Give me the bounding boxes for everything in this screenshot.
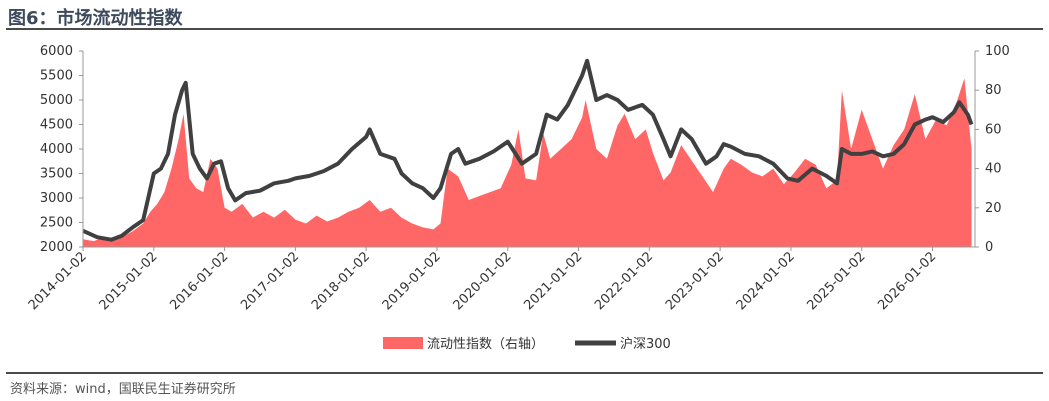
right-tick-label: 60 (985, 122, 1002, 137)
bottom-rule (6, 372, 1043, 374)
csi300-line (82, 58, 974, 242)
right-tick-label: 100 (985, 44, 1010, 59)
x-tick-label: 2018-01-02 (309, 249, 373, 313)
x-tick-label: 2022-01-02 (592, 249, 656, 313)
x-tick-label: 2025-01-02 (805, 249, 869, 313)
x-tick-label: 2020-01-02 (451, 249, 515, 313)
left-tick-label: 5000 (40, 93, 73, 108)
legend-label-liquidity: 流动性指数（右轴） (427, 337, 544, 352)
liquidity-area (83, 78, 972, 248)
x-tick-label: 2023-01-02 (663, 249, 727, 313)
left-tick-label: 2000 (40, 240, 73, 255)
x-tick-label: 2026-01-02 (875, 249, 939, 313)
left-tick-label: 3000 (40, 191, 73, 206)
liquidity-chart: 2000 2500 3000 3500 4000 4500 5000 5500 6000 0 20 4… (26, 44, 1010, 352)
figure-title: 图6：市场流动性指数 (8, 8, 183, 29)
right-tick-label: 80 (985, 83, 1002, 98)
x-tick-label: 2017-01-02 (238, 249, 302, 313)
left-tick-label: 4000 (40, 142, 73, 157)
legend-swatch-liquidity (383, 337, 423, 349)
source-note: 资料来源：wind，国联民生证券研究所 (10, 382, 236, 397)
left-tick-label: 6000 (40, 44, 73, 59)
x-tick-label: 2014-01-02 (26, 249, 90, 313)
x-tick-label: 2021-01-02 (521, 249, 585, 313)
x-tick-label: 2016-01-02 (167, 249, 231, 313)
x-tick-label: 2024-01-02 (734, 249, 798, 313)
right-tick-label: 40 (985, 162, 1002, 177)
top-rule (6, 28, 1043, 30)
left-tick-label: 5500 (40, 69, 73, 84)
left-tick-label: 2500 (40, 216, 73, 231)
left-tick-label: 3500 (40, 167, 73, 182)
legend-label-csi300: 沪深300 (620, 336, 671, 352)
x-tick-label: 2019-01-02 (380, 249, 444, 313)
right-tick-label: 20 (985, 201, 1002, 216)
right-tick-label: 0 (985, 240, 993, 255)
left-tick-label: 4500 (40, 118, 73, 133)
x-tick-label: 2015-01-02 (97, 249, 161, 313)
